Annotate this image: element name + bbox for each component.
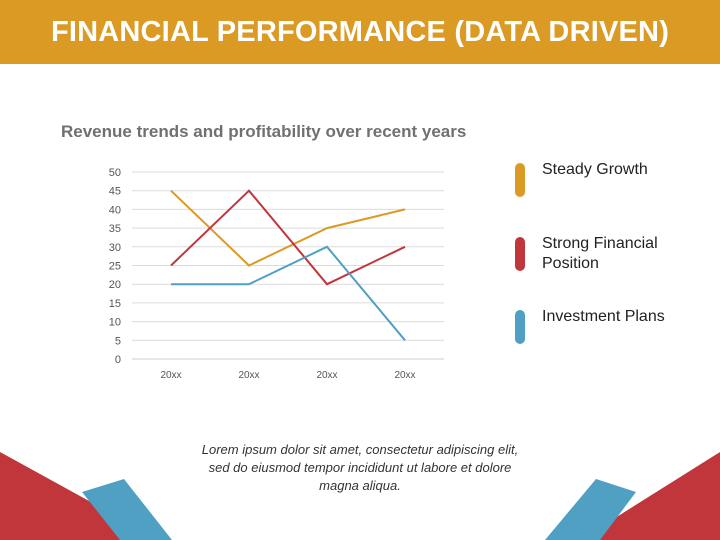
legend-label-strong-financial-position: Strong Financial Position	[542, 235, 658, 272]
legend-label-steady-growth: Steady Growth	[542, 161, 648, 178]
y-tick-label-30: 30	[109, 242, 121, 254]
caption-text: Lorem ipsum dolor sit amet, consectetur …	[201, 442, 519, 493]
legend-item-steady-growth: Steady Growth	[515, 160, 672, 197]
y-tick-label-10: 10	[109, 317, 121, 329]
x-tick-label-1: 20xx	[238, 370, 259, 381]
legend-label-investment-plans: Investment Plans	[542, 308, 665, 325]
series-line-strong-financial-position	[170, 189, 406, 286]
series-line-investment-plans	[171, 245, 406, 341]
page-title: FINANCIAL PERFORMANCE (DATA DRIVEN)	[50, 15, 670, 48]
y-tick-label-25: 25	[109, 261, 121, 273]
y-tick-label-45: 45	[109, 186, 121, 198]
x-tick-label-3: 20xx	[394, 370, 415, 381]
legend-item-strong-financial-position: Strong Financial Position	[515, 234, 672, 274]
legend-swatch-investment-plans	[515, 310, 525, 344]
y-tick-label-20: 20	[109, 279, 121, 291]
y-tick-label-35: 35	[109, 223, 121, 235]
y-tick-label-50: 50	[109, 167, 121, 179]
y-tick-label-5: 5	[115, 335, 121, 347]
legend-swatch-steady-growth	[515, 163, 525, 197]
legend-item-investment-plans: Investment Plans	[515, 307, 672, 344]
y-tick-label-40: 40	[109, 204, 121, 216]
header-bar: FINANCIAL PERFORMANCE (DATA DRIVEN)	[0, 0, 720, 64]
chart-subtitle: Revenue trends and profitability over re…	[61, 122, 467, 141]
y-tick-label-0: 0	[115, 354, 121, 366]
x-tick-label-2: 20xx	[316, 370, 337, 381]
y-tick-label-15: 15	[109, 298, 121, 310]
corner-shape-right-blue	[545, 479, 636, 540]
corner-shape-left-blue	[82, 479, 172, 540]
x-tick-label-0: 20xx	[160, 370, 181, 381]
legend-swatch-strong-financial-position	[515, 237, 525, 271]
